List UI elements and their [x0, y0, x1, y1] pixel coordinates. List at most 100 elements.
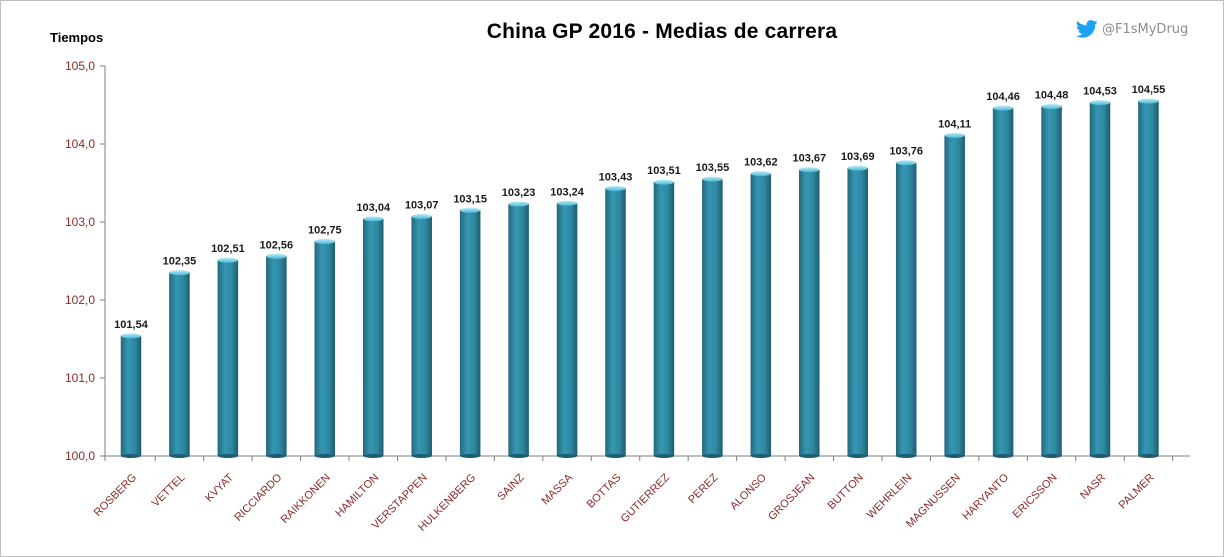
bar-haryanto — [992, 105, 1014, 458]
bar-rosberg — [120, 333, 142, 458]
bar-magnussen — [944, 132, 965, 458]
bar-body — [799, 169, 820, 457]
bar-body — [508, 203, 529, 457]
bar-base — [653, 454, 674, 458]
bar-base — [1041, 454, 1062, 458]
data-label: 103,23 — [502, 187, 536, 199]
y-tick-label: 101,0 — [65, 371, 95, 385]
bar-palmer — [1138, 98, 1159, 458]
bar-base — [750, 454, 771, 458]
data-label: 103,15 — [453, 193, 487, 205]
bar-body — [895, 162, 917, 457]
data-label: 103,04 — [356, 202, 391, 214]
bar-gutierrez — [653, 179, 675, 458]
bar-cap — [508, 201, 529, 207]
data-label: 104,46 — [986, 91, 1020, 103]
bar-cap — [1090, 100, 1110, 106]
data-labels: 101,54 102,35 102,51 102,56 102,75 103,04 103,… — [114, 84, 1165, 331]
twitter-watermark: @F1sMyDrug — [1076, 20, 1188, 38]
x-tick-label: HAMILTON — [333, 472, 381, 520]
x-tick-label: HARYANTO — [960, 471, 1011, 522]
bar-body — [702, 178, 723, 457]
data-label: 104,11 — [938, 118, 971, 130]
bar-hulkenberg — [459, 207, 481, 458]
bar-raikkonen — [314, 239, 336, 458]
bar-kvyat — [217, 257, 239, 458]
bar-cap — [1041, 104, 1062, 110]
bar-base — [363, 454, 384, 458]
bar-body — [169, 272, 190, 457]
bar-base — [314, 454, 335, 458]
bar-base — [1090, 454, 1110, 458]
x-tick-label: RAIKKONEN — [279, 472, 333, 526]
x-tick-label: GUTIERREZ — [619, 471, 673, 525]
bar-cap — [411, 214, 432, 220]
bar-base — [460, 454, 481, 458]
bar-bottas — [605, 185, 626, 458]
bar-button — [847, 165, 868, 458]
bar-body — [944, 135, 965, 457]
bar-cap — [944, 132, 965, 138]
y-tick-label: 105,0 — [65, 59, 95, 73]
x-tick-label: PEREZ — [686, 471, 721, 506]
data-label: 102,56 — [260, 239, 294, 251]
data-label: 102,35 — [163, 256, 197, 268]
bar-cap — [1138, 98, 1159, 104]
bar-base — [508, 454, 529, 458]
bar-body — [847, 167, 868, 457]
x-tick-label: VETTEL — [150, 472, 188, 510]
bar-base — [847, 454, 868, 458]
y-tick-label: 100,0 — [65, 449, 95, 463]
bar-cap — [605, 185, 626, 191]
bar-cap — [653, 179, 674, 185]
bar-body — [653, 181, 675, 457]
bar-perez — [702, 176, 723, 458]
bar-cap — [750, 171, 771, 177]
bar-base — [557, 454, 578, 458]
bar-body — [1041, 106, 1062, 457]
twitter-handle: @F1sMyDrug — [1102, 21, 1189, 37]
data-label: 102,51 — [211, 243, 245, 255]
x-tick-label: KVYAT — [203, 471, 236, 504]
bar-base — [944, 454, 965, 458]
bar-body — [363, 218, 384, 457]
bar-body — [605, 188, 626, 457]
bar-base — [799, 454, 820, 458]
bar-base — [605, 454, 626, 458]
x-tick-label: WEHRLEIN — [865, 472, 915, 522]
x-tick-label: BOTTAS — [585, 472, 624, 511]
data-label: 103,67 — [792, 153, 826, 165]
bar-cap — [896, 160, 917, 166]
bar-base — [411, 454, 432, 458]
bar-body — [556, 203, 578, 457]
data-label: 103,43 — [599, 171, 633, 183]
y-axis-title: Tiempos — [50, 30, 104, 45]
bars — [120, 98, 1159, 458]
data-label: 102,75 — [308, 225, 342, 237]
chart-title: China GP 2016 - Medias de carrera — [486, 20, 838, 43]
bar-cap — [363, 216, 384, 222]
data-label: 103,76 — [889, 146, 923, 158]
bar-body — [120, 335, 142, 457]
data-label: 104,55 — [1132, 84, 1166, 96]
bar-body — [992, 107, 1014, 457]
x-tick-label: BUTTON — [826, 472, 866, 512]
twitter-bird-icon — [1076, 20, 1098, 38]
bar-cap — [121, 333, 141, 339]
bar-body — [1089, 102, 1111, 457]
bar-base — [702, 454, 723, 458]
y-tick-label: 103,0 — [65, 215, 95, 229]
y-tick-label: 102,0 — [65, 293, 95, 307]
data-label: 103,24 — [550, 186, 585, 198]
bar-massa — [556, 200, 578, 458]
bar-cap — [799, 167, 820, 173]
x-tick-label: GROSJEAN — [766, 472, 817, 523]
bar-hamilton — [363, 216, 384, 458]
x-tick-label: SAINZ — [495, 471, 527, 503]
bar-body — [217, 259, 239, 457]
bar-cap — [847, 165, 868, 171]
bar-verstappen — [411, 214, 432, 458]
data-label: 101,54 — [114, 319, 149, 331]
bar-cap — [557, 200, 578, 206]
